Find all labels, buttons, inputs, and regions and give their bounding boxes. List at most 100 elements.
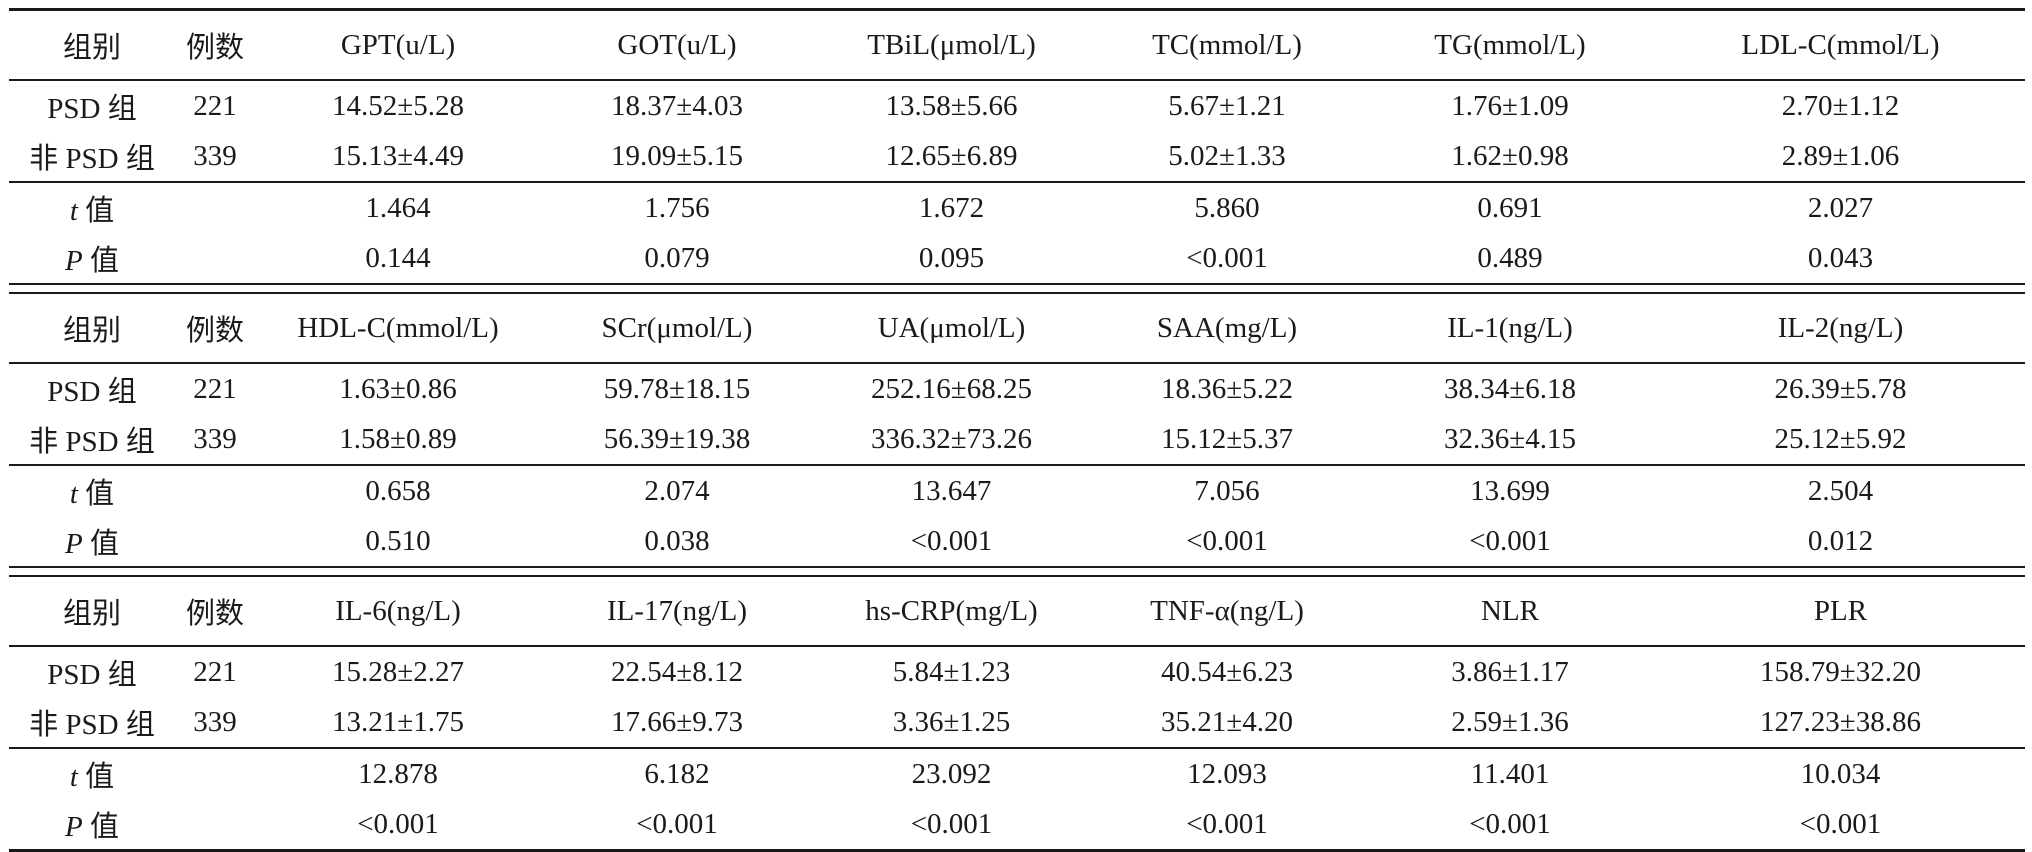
- header-rule: [9, 362, 2025, 364]
- group-label: PSD 组: [47, 376, 137, 408]
- table-cell: 0.079: [644, 241, 710, 274]
- table-cell: 0.038: [644, 524, 710, 557]
- table-cell: 1.58±0.89: [339, 422, 457, 455]
- case-count: 339: [193, 422, 237, 455]
- table-row: 非 PSD 组 339 1.58±0.89 56.39±19.38 336.32±73.…: [9, 414, 2025, 464]
- table-cell: <0.001: [1799, 807, 1882, 840]
- p-value-row: P 值 0.510 0.038 <0.001 <0.001 <0.001 0.012: [9, 516, 2025, 566]
- table-cell: 0.691: [1477, 191, 1543, 224]
- table-cell: 2.59±1.36: [1451, 705, 1569, 738]
- table-cell: 1.76±1.09: [1451, 89, 1569, 122]
- stat-label: P 值: [9, 237, 175, 279]
- column-header: HDL-C(mmol/L): [297, 311, 499, 344]
- table-cell: <0.001: [910, 807, 993, 840]
- table-cell: 10.034: [1800, 757, 1881, 790]
- table-cell: 2.074: [644, 474, 710, 507]
- table-cell: 38.34±6.18: [1444, 372, 1576, 405]
- table-cell: <0.001: [357, 807, 439, 840]
- stat-symbol: t: [69, 478, 78, 510]
- table-cell: <0.001: [1186, 241, 1268, 274]
- p-value-row: P 值 0.144 0.079 0.095 <0.001 0.489 0.043: [9, 233, 2025, 283]
- column-header: 例数: [185, 598, 244, 630]
- table-cell: 13.58±5.66: [885, 89, 1018, 122]
- table-cell: 127.23±38.86: [1760, 705, 1921, 738]
- column-header: 例数: [185, 315, 244, 347]
- table-cell: 2.027: [1807, 191, 1874, 224]
- table-cell: 11.401: [1470, 757, 1550, 790]
- table-cell: 0.095: [918, 241, 985, 274]
- table-header-row: 组别 例数 GPT(u/L) GOT(u/L) TBiL(μmol/L) TC(mmol/…: [9, 11, 2025, 79]
- stat-suffix: 值: [77, 195, 115, 227]
- stat-label: t 值: [9, 470, 175, 512]
- table-cell: 1.63±0.86: [339, 372, 457, 405]
- table-cell: 0.043: [1807, 241, 1874, 274]
- column-header: IL-17(ng/L): [606, 594, 748, 627]
- table-cell: 5.02±1.33: [1168, 139, 1286, 172]
- table-cell: 15.12±5.37: [1161, 422, 1293, 455]
- table-cell: 12.878: [358, 757, 438, 790]
- table-cell: 0.144: [365, 241, 431, 274]
- table-row: PSD 组 221 15.28±2.27 22.54±8.12 5.84±1.23 40.…: [9, 647, 2025, 697]
- table-cell: 13.21±1.75: [332, 705, 464, 738]
- table-cell: 13.647: [911, 474, 992, 507]
- stat-suffix: 值: [77, 761, 115, 793]
- header-rule: [9, 645, 2025, 647]
- column-header: 组别: [62, 32, 121, 64]
- table-cell: 32.36±4.15: [1444, 422, 1576, 455]
- table-cell: 3.36±1.25: [892, 705, 1011, 738]
- table-cell: 56.39±19.38: [603, 422, 751, 455]
- stat-symbol: t: [69, 761, 78, 793]
- group-label: 非 PSD 组: [29, 709, 155, 741]
- case-count: 221: [193, 655, 237, 688]
- group-label: 非 PSD 组: [29, 143, 155, 175]
- table-cell: 252.16±68.25: [871, 372, 1032, 405]
- table-cell: 3.86±1.17: [1451, 655, 1569, 688]
- column-header: 例数: [185, 32, 244, 64]
- column-header: TG(mmol/L): [1434, 28, 1586, 61]
- table-header-row: 组别 例数 IL-6(ng/L) IL-17(ng/L) hs-CRP(mg/L) TNF…: [9, 577, 2025, 645]
- table-cell: <0.001: [1186, 524, 1268, 557]
- t-value-row: t 值 12.878 6.182 23.092 12.093 11.401 10.034: [9, 749, 2025, 799]
- table-cell: <0.001: [910, 524, 993, 557]
- comparison-table: 组别 例数 GPT(u/L) GOT(u/L) TBiL(μmol/L) TC(mmol/…: [9, 8, 2025, 852]
- table-cell: 5.84±1.23: [892, 655, 1011, 688]
- column-header: GPT(u/L): [340, 28, 456, 61]
- table-cell: 0.012: [1807, 524, 1874, 557]
- table-cell: 35.21±4.20: [1161, 705, 1293, 738]
- table-cell: 40.54±6.23: [1161, 655, 1293, 688]
- table-cell: 0.510: [365, 524, 431, 557]
- table-cell: 2.504: [1807, 474, 1874, 507]
- table-cell: <0.001: [1469, 807, 1551, 840]
- column-header: PLR: [1813, 594, 1868, 627]
- t-value-row: t 值 1.464 1.756 1.672 5.860 0.691 2.027: [9, 183, 2025, 233]
- stat-suffix: 值: [82, 245, 119, 277]
- table-cell: 2.70±1.12: [1781, 89, 1900, 122]
- group-rule: [9, 181, 2025, 183]
- double-rule: [9, 283, 2025, 294]
- column-header: TNF-α(ng/L): [1150, 594, 1304, 627]
- case-count: 339: [193, 139, 237, 172]
- table-cell: 6.182: [644, 757, 710, 790]
- stat-symbol: P: [65, 245, 83, 277]
- table-header-row: 组别 例数 HDL-C(mmol/L) SCr(μmol/L) UA(μmol/L) SA…: [9, 294, 2025, 362]
- table-cell: 1.672: [918, 191, 985, 224]
- t-value-row: t 值 0.658 2.074 13.647 7.056 13.699 2.504: [9, 466, 2025, 516]
- table-cell: 13.699: [1470, 474, 1550, 507]
- column-header: IL-6(ng/L): [335, 594, 461, 627]
- column-header: 组别: [62, 598, 121, 630]
- column-header: TBiL(μmol/L): [867, 28, 1036, 61]
- table-row: 非 PSD 组 339 15.13±4.49 19.09±5.15 12.65±6.89…: [9, 131, 2025, 181]
- stat-label: t 值: [9, 753, 175, 795]
- group-rule: [9, 747, 2025, 749]
- group-rule: [9, 464, 2025, 466]
- column-header: TC(mmol/L): [1152, 28, 1302, 61]
- table-top-rule: [9, 8, 2025, 11]
- table-cell: 59.78±18.15: [603, 372, 751, 405]
- table-cell: 7.056: [1194, 474, 1260, 507]
- table-cell: <0.001: [1469, 524, 1551, 557]
- table-cell: 17.66±9.73: [611, 705, 743, 738]
- table-cell: 12.65±6.89: [885, 139, 1018, 172]
- table-row: 非 PSD 组 339 13.21±1.75 17.66±9.73 3.36±1.25 3…: [9, 697, 2025, 747]
- table-cell: 15.13±4.49: [332, 139, 464, 172]
- table-cell: 0.658: [365, 474, 431, 507]
